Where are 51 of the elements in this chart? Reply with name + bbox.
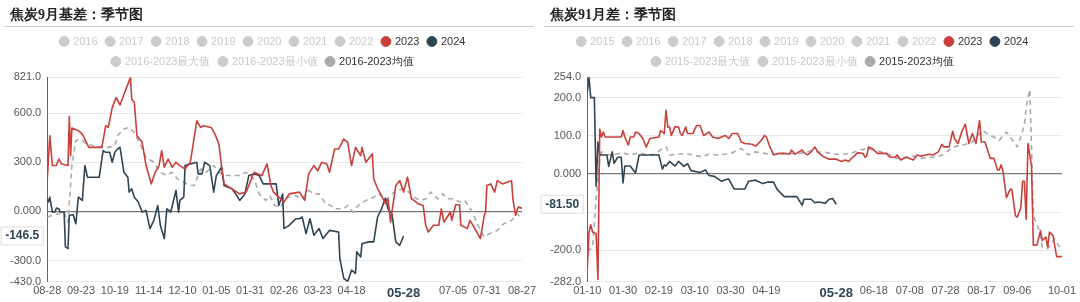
legend-label: 2023 [957, 34, 983, 47]
y-tick-label: -282.0 [549, 274, 582, 287]
legend-label: 2015-2023均值 [879, 54, 954, 67]
text: -81.50 [545, 196, 580, 211]
y-tick-label: 600.0 [13, 106, 42, 119]
x-tick-label: 03-10 [680, 284, 709, 297]
line-series [47, 126, 522, 238]
text: -146.5 [5, 228, 40, 243]
y-tick-label: 0.000 [13, 204, 42, 217]
x-tick-label: 04-18 [337, 284, 366, 297]
x-tick-label: 10-19 [100, 284, 129, 297]
x-tick-label: 01-05 [202, 284, 231, 297]
x-tick-label: 07-31 [472, 284, 501, 297]
y-tick-label: 100.0 [553, 128, 582, 141]
chart-title: 焦炭9月基差：季节图 [4, 4, 534, 27]
text: 05-28 [387, 284, 421, 300]
y-tick-label: 821.0 [13, 70, 42, 83]
y-tick-label: 300.0 [13, 155, 42, 168]
x-tick-label: 03-23 [303, 284, 332, 297]
x-tick-label: 02-19 [644, 284, 673, 297]
x-tick-label: 06-18 [859, 284, 888, 297]
y-tick-label: 200.0 [553, 90, 582, 103]
x-tick-label: 01-10 [573, 284, 602, 297]
x-tick-label: 12-10 [168, 284, 197, 297]
x-tick-label: 10-01 [1047, 284, 1077, 297]
x-tick-label: 03-30 [716, 284, 745, 297]
x-tick-label: 07-08 [895, 284, 924, 297]
x-tick-label: 04-19 [752, 284, 781, 297]
line-series [587, 88, 1062, 253]
x-tick-label: 08-27 [507, 284, 537, 297]
x-tick-label: 08-17 [967, 284, 996, 297]
y-tick-label: 254.0 [553, 70, 582, 83]
x-tick-label: 08-28 [33, 284, 62, 297]
x-tick-label: 01-31 [236, 284, 265, 297]
y-tick-label: -430.0 [9, 274, 42, 287]
x-tick-label: 02-26 [269, 284, 299, 297]
y-tick-label: -300.0 [9, 253, 42, 266]
x-tick-label: 09-23 [66, 284, 96, 297]
x-tick-label: 11-14 [134, 284, 163, 297]
x-tick-label: 07-28 [931, 284, 960, 297]
x-tick-label: 07-05 [438, 284, 468, 297]
chart-title: 焦炭91月差：季节图 [544, 4, 1074, 27]
y-tick-label: 0.000 [553, 167, 582, 180]
legend-label: 2016-2023均值 [339, 54, 414, 67]
x-tick-label: 09-06 [1003, 284, 1032, 297]
y-tick-label: -200.0 [549, 243, 582, 256]
legend-label: 2024 [1003, 34, 1029, 47]
legend-label: 2023 [394, 34, 420, 47]
legend-label: 2024 [440, 34, 466, 47]
text: 05-28 [819, 284, 853, 300]
x-tick-label: 01-30 [608, 284, 638, 297]
